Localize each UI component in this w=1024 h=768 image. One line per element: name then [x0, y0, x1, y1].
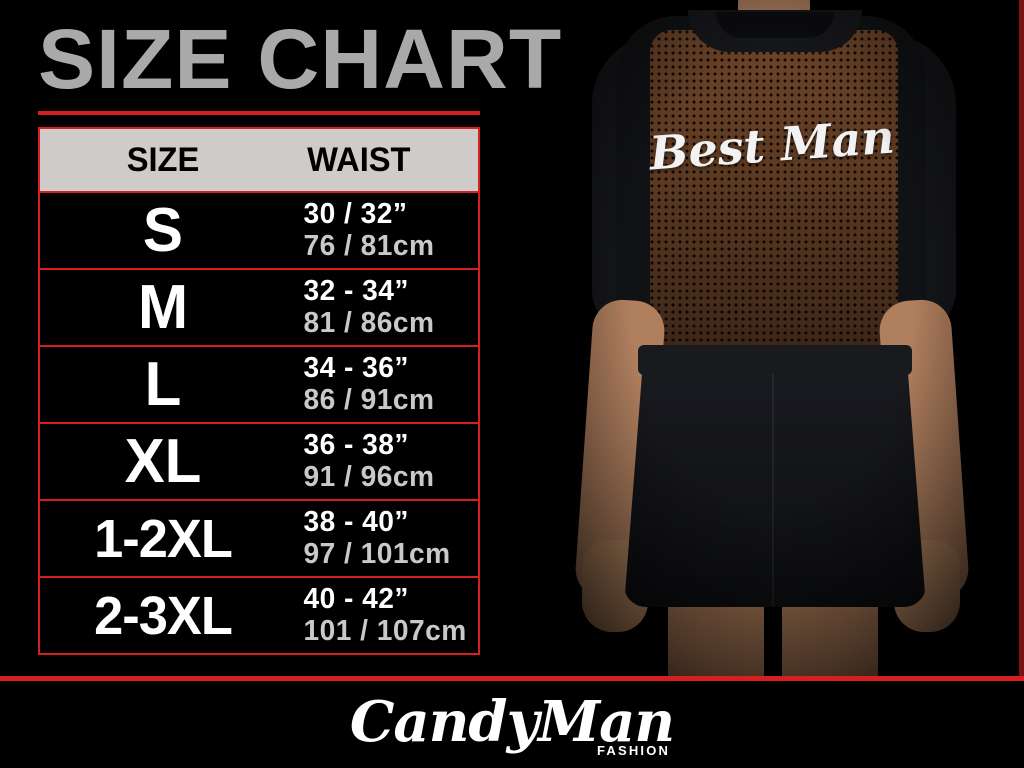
skirt-waistband	[638, 345, 912, 375]
waist-inches: 34 - 36”	[303, 352, 409, 385]
cell-size: 2-3XL	[94, 585, 233, 646]
footer: CandyMan FASHION	[0, 681, 1024, 768]
black-skirt	[624, 372, 926, 607]
waist-cm: 86 / 91cm	[303, 383, 435, 416]
shirt-collar-inner	[716, 12, 834, 38]
product-photo: Best Man	[520, 0, 1024, 681]
column-header-size: SIZE	[126, 140, 200, 179]
brand-logo: CandyMan FASHION	[0, 687, 1024, 758]
waist-inches: 38 - 40”	[303, 506, 409, 539]
title-underline	[38, 111, 480, 115]
page-title: SIZE CHART	[38, 12, 563, 106]
footer-divider	[0, 676, 1024, 681]
waist-cm: 76 / 81cm	[303, 229, 435, 262]
waist-cm: 97 / 101cm	[303, 537, 451, 570]
brand-subtitle: FASHION	[596, 743, 671, 758]
table-row: XL 36 - 38” 91 / 96cm	[40, 422, 478, 499]
skirt-center-seam	[772, 374, 774, 606]
cell-waist: 38 - 40” 97 / 101cm	[286, 506, 472, 570]
chart-panel: SIZE CHART SIZE WAIST S 30 / 32” 76 / 81…	[38, 14, 562, 655]
waist-inches: 36 - 38”	[303, 429, 409, 462]
waist-inches: 32 - 34”	[303, 275, 409, 308]
waist-inches: 30 / 32”	[303, 198, 408, 231]
cell-size: 1-2XL	[94, 508, 233, 569]
waist-cm: 101 / 107cm	[303, 614, 467, 647]
column-header-waist: WAIST	[307, 140, 411, 179]
cell-waist: 30 / 32” 76 / 81cm	[286, 198, 472, 262]
table-row: S 30 / 32” 76 / 81cm	[40, 191, 478, 268]
table-row: M 32 - 34” 81 / 86cm	[40, 268, 478, 345]
cell-waist: 34 - 36” 86 / 91cm	[286, 352, 472, 416]
brand-name: CandyMan	[349, 689, 675, 755]
waist-cm: 81 / 86cm	[303, 306, 435, 339]
cell-waist: 40 - 42” 101 / 107cm	[286, 583, 472, 647]
table-row: L 34 - 36” 86 / 91cm	[40, 345, 478, 422]
mesh-back-panel	[650, 30, 898, 350]
cell-size: XL	[124, 426, 202, 496]
cell-size: S	[142, 195, 184, 265]
cell-waist: 36 - 38” 91 / 96cm	[286, 429, 472, 493]
table-row: 2-3XL 40 - 42” 101 / 107cm	[40, 576, 478, 653]
waist-cm: 91 / 96cm	[303, 460, 435, 493]
photo-right-red-edge	[1019, 0, 1024, 681]
cell-size: L	[144, 349, 182, 419]
waist-inches: 40 - 42”	[303, 583, 409, 616]
size-chart-table: SIZE WAIST S 30 / 32” 76 / 81cm M 32 - 3…	[38, 127, 480, 655]
table-header-row: SIZE WAIST	[40, 129, 478, 191]
cell-size: M	[137, 272, 189, 342]
cell-waist: 32 - 34” 81 / 86cm	[286, 275, 472, 339]
table-row: 1-2XL 38 - 40” 97 / 101cm	[40, 499, 478, 576]
